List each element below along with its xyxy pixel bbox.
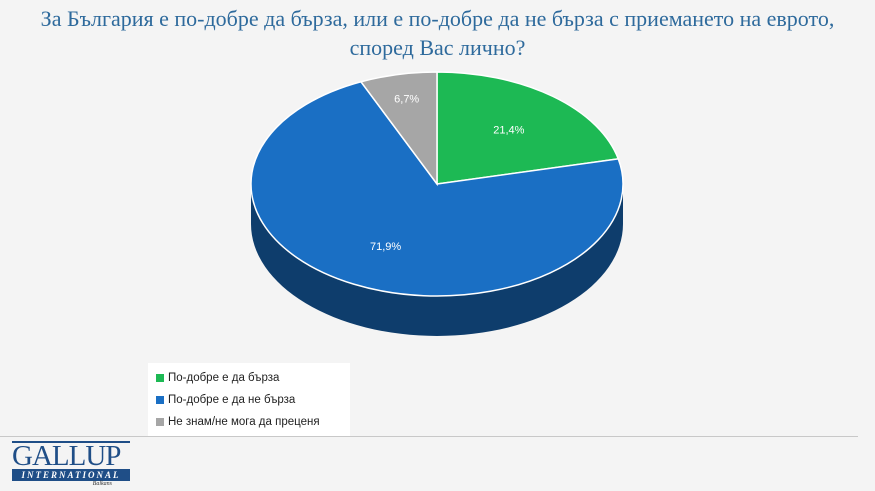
pie-slice [359, 71, 438, 187]
pie-slice [250, 80, 624, 297]
legend-swatch [156, 418, 164, 426]
logo-name: GALLUP [12, 440, 121, 472]
legend: По-добре е да бърза По-добре е да не бър… [148, 363, 350, 437]
pie-slice [436, 71, 620, 185]
legend-label: По-добре е да не бърза [168, 394, 296, 406]
data-label: 21,4% [493, 125, 524, 137]
legend-swatch [156, 396, 164, 404]
title-line-2: според Вас лично? [349, 35, 526, 60]
legend-item: По-добре е да не бърза [156, 389, 342, 411]
legend-label: По-добре е да бърза [168, 372, 280, 384]
logo-region: Balkans [92, 481, 112, 487]
data-label: 6,7% [394, 94, 419, 106]
gallup-logo: GALLUP INTERNATIONAL Balkans [12, 441, 130, 487]
logo-sub: INTERNATIONAL [12, 469, 130, 481]
legend-label: Не знам/не мога да преценя [168, 416, 320, 428]
data-label: 71,9% [370, 241, 401, 253]
title-line-1: За България е по-добре да бърза, или е п… [40, 6, 835, 31]
pie-slice-side [251, 184, 623, 336]
legend-item: По-добре е да бърза [156, 367, 342, 389]
divider [0, 436, 858, 437]
chart-title: За България е по-добре да бърза, или е п… [0, 4, 875, 62]
legend-swatch [156, 374, 164, 382]
legend-item: Не знам/не мога да преценя [156, 411, 342, 433]
